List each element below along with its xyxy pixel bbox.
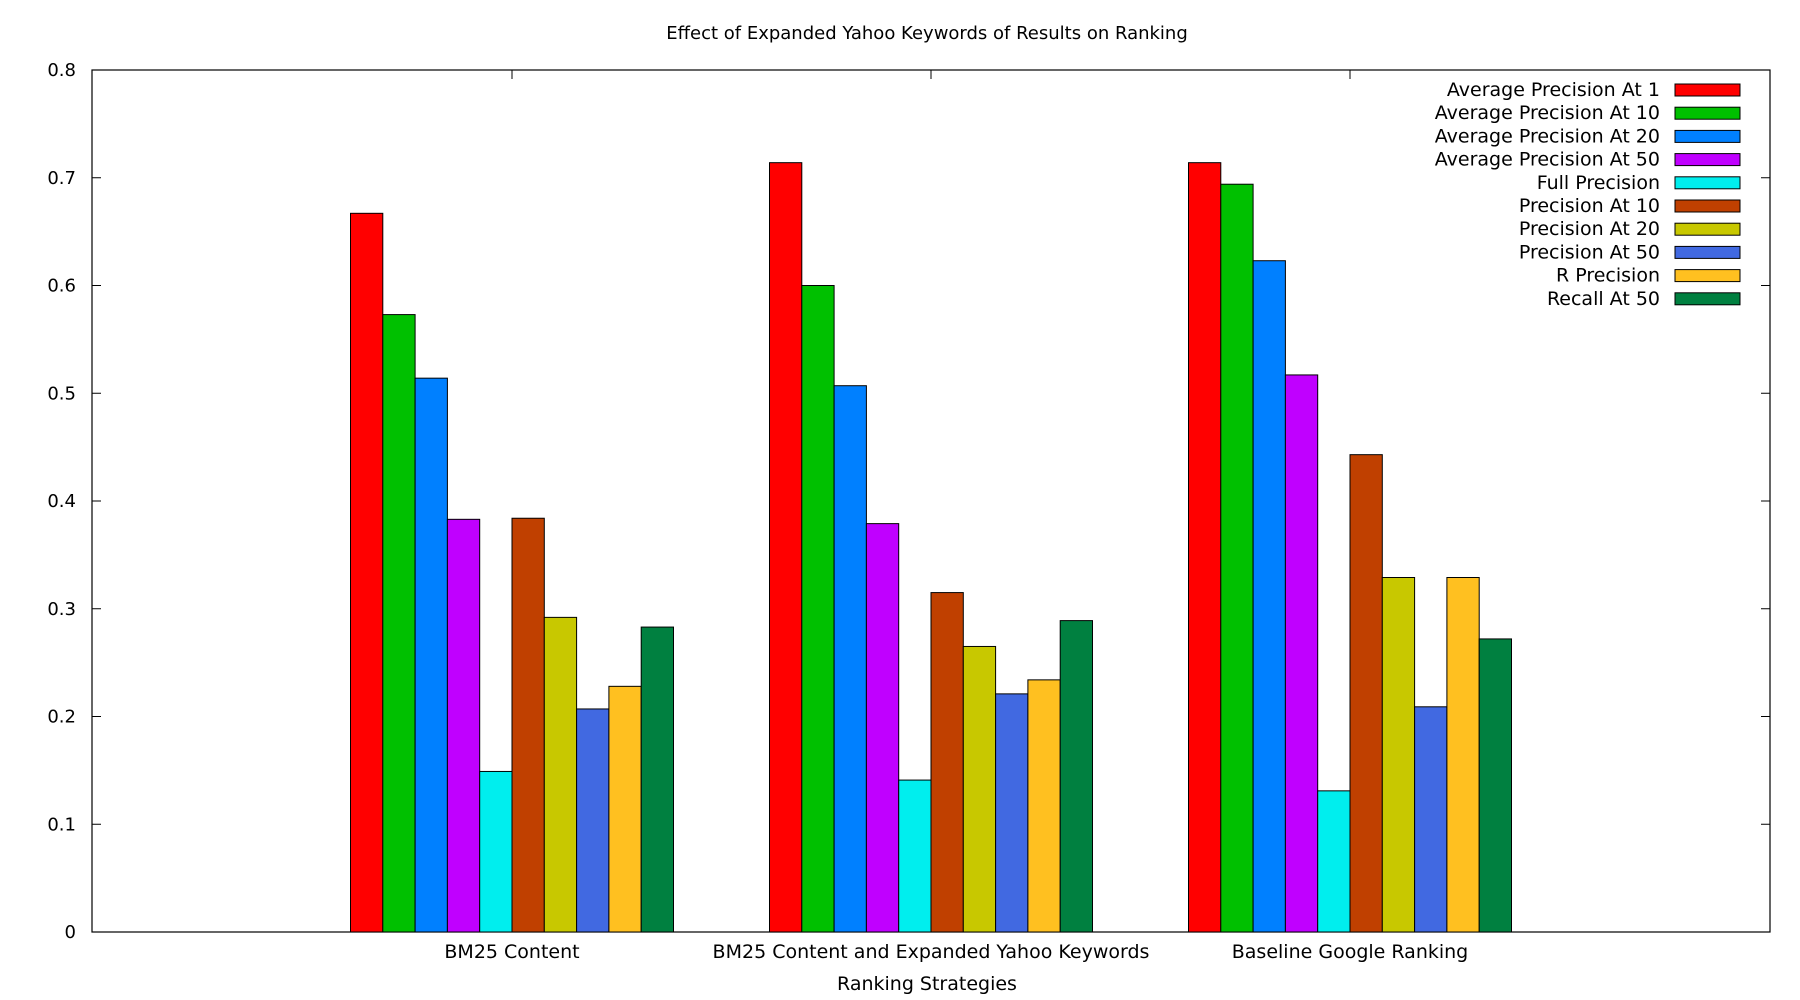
bar-group bbox=[350, 162, 1512, 933]
legend-label: Average Precision At 1 bbox=[1447, 79, 1660, 101]
bar bbox=[608, 685, 642, 933]
legend-swatch bbox=[1674, 129, 1741, 143]
bar bbox=[1188, 162, 1222, 933]
legend-label: Precision At 10 bbox=[1519, 195, 1660, 217]
y-tick-label: 0.5 bbox=[47, 383, 76, 404]
legend-label: Recall At 50 bbox=[1547, 288, 1660, 310]
legend-label: R Precision bbox=[1556, 265, 1660, 287]
bar bbox=[414, 377, 448, 933]
bar bbox=[511, 517, 545, 933]
legend-label: Average Precision At 20 bbox=[1435, 125, 1660, 147]
legend-swatch bbox=[1674, 83, 1741, 97]
bar bbox=[1446, 577, 1480, 933]
y-tick-label: 0.1 bbox=[47, 814, 76, 835]
legend-swatch bbox=[1674, 199, 1741, 213]
bar bbox=[1027, 679, 1061, 933]
bar bbox=[350, 212, 384, 933]
legend-label: Average Precision At 50 bbox=[1435, 149, 1660, 171]
chart-title: Effect of Expanded Yahoo Keywords of Res… bbox=[666, 23, 1188, 44]
bar bbox=[446, 518, 481, 933]
legend-swatch bbox=[1674, 106, 1741, 120]
bar bbox=[1478, 638, 1512, 933]
x-axis-label: Ranking Strategies bbox=[837, 973, 1017, 995]
bar bbox=[801, 285, 835, 933]
legend-swatch bbox=[1674, 245, 1741, 259]
y-tick-label: 0 bbox=[65, 922, 76, 943]
bar bbox=[1059, 620, 1093, 933]
bar bbox=[1252, 260, 1286, 933]
legend-label: Full Precision bbox=[1537, 172, 1660, 194]
x-tick-label: Baseline Google Ranking bbox=[1232, 941, 1469, 963]
bar bbox=[640, 626, 675, 933]
bar bbox=[865, 523, 900, 933]
bar bbox=[930, 592, 964, 933]
legend-label: Precision At 50 bbox=[1519, 241, 1660, 263]
bar bbox=[995, 693, 1029, 933]
bar bbox=[1284, 374, 1319, 933]
bar bbox=[1414, 706, 1448, 933]
bar bbox=[898, 779, 932, 933]
y-tick-label: 0.3 bbox=[47, 599, 76, 620]
bar bbox=[1220, 183, 1254, 933]
legend-swatch bbox=[1674, 153, 1741, 167]
bar bbox=[1381, 577, 1416, 933]
legend-label: Precision At 20 bbox=[1519, 218, 1660, 240]
legend-swatch bbox=[1674, 292, 1741, 306]
legend-swatch bbox=[1674, 222, 1741, 236]
y-tick-label: 0.8 bbox=[47, 60, 76, 81]
y-tick-label: 0.4 bbox=[47, 491, 76, 512]
bar bbox=[543, 616, 578, 933]
legend-swatch bbox=[1674, 176, 1741, 190]
x-tick-label: BM25 Content and Expanded Yahoo Keywords bbox=[713, 941, 1150, 963]
bar bbox=[962, 645, 997, 933]
legend-swatch bbox=[1674, 269, 1741, 283]
bar bbox=[479, 770, 513, 933]
y-tick-label: 0.2 bbox=[47, 707, 76, 728]
bar bbox=[576, 708, 610, 933]
legend-label: Average Precision At 10 bbox=[1435, 102, 1660, 124]
x-tick-label: BM25 Content bbox=[444, 941, 579, 963]
y-tick-label: 0.6 bbox=[47, 276, 76, 297]
bar bbox=[382, 314, 416, 933]
bar bbox=[1317, 790, 1351, 933]
y-tick-label: 0.7 bbox=[47, 168, 76, 189]
plot-axes: 0 0.1 0.2 0.3 0.4 0.5 0.6 0.7 0.8 BM25 Content BM2… bbox=[47, 60, 1771, 963]
bar bbox=[833, 385, 867, 933]
bar bbox=[1349, 454, 1383, 933]
bar bbox=[769, 162, 803, 933]
